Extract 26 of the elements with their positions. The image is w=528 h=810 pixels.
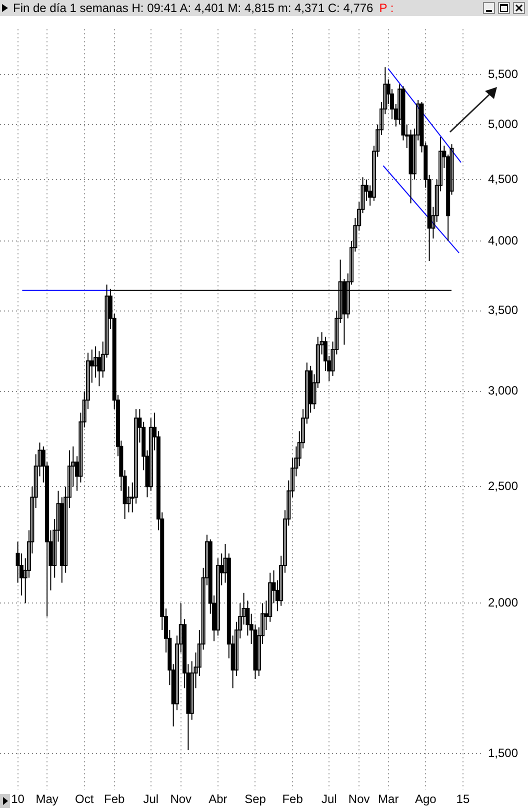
y-tick-label: 5,500	[488, 66, 518, 81]
x-tick-label: Ago	[414, 792, 437, 806]
x-tick-label: Feb	[282, 792, 304, 806]
y-tick-label: 5,000	[488, 116, 518, 131]
candlestick	[94, 346, 98, 378]
y-tick-label: 2,000	[488, 596, 518, 610]
x-tick-label: Nov	[348, 792, 370, 806]
x-tick-label: Jul	[143, 792, 159, 806]
y-tick-label: 1,500	[488, 746, 518, 760]
x-tick-label: Oct	[75, 792, 94, 806]
x-tick-label: Feb	[104, 792, 125, 806]
x-tick-label: Mar	[378, 792, 399, 806]
x-tick-label: May	[36, 792, 58, 806]
x-tick-label: Jul	[321, 792, 337, 806]
x-tick-label: Sep	[244, 792, 266, 806]
chart-title: Fin de día 1 semanas H: 09:41 A: 4,401 M: 4,815 m: 4,371 C: 4,776	[13, 1, 374, 15]
y-tick-label: 2,500	[488, 478, 518, 493]
x-tick-label: Nov	[170, 792, 192, 806]
y-tick-label: 3,000	[488, 384, 518, 398]
x-tick-label: Abr	[208, 792, 228, 806]
x-tick-label: 15	[456, 792, 470, 806]
y-tick-label: 4,000	[488, 233, 518, 248]
y-tick-label: 4,500	[488, 172, 518, 186]
x-tick-label: 10	[11, 792, 25, 806]
text: P :	[379, 1, 394, 15]
y-tick-label: 3,500	[488, 303, 518, 318]
